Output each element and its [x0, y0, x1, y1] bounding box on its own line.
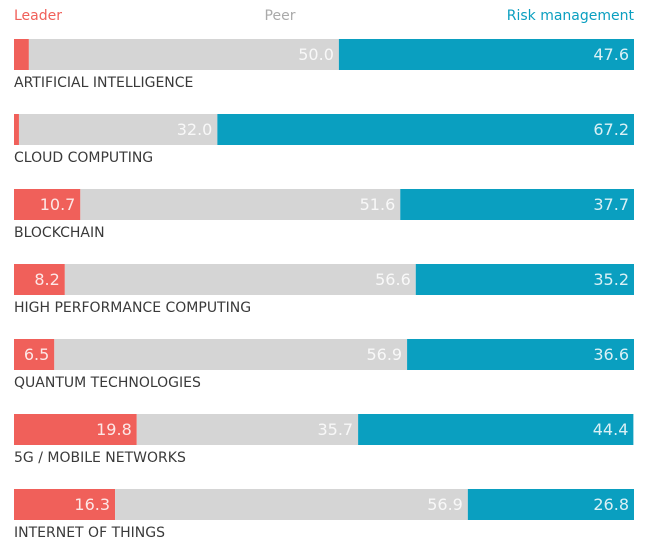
bar-segment	[18, 114, 218, 145]
value-label: 6.5	[24, 345, 49, 364]
category-label: 5G / MOBILE NETWORKS	[14, 450, 186, 466]
bar-segment	[54, 339, 408, 370]
bar-segment	[14, 414, 137, 445]
value-label: 26.8	[593, 495, 629, 514]
value-label: 56.6	[375, 270, 411, 289]
category-label: CLOUD COMPUTING	[14, 150, 153, 166]
bar-segment	[115, 489, 468, 520]
bar-segment	[14, 114, 19, 145]
bar-segment	[136, 414, 359, 445]
value-label: 56.9	[366, 345, 402, 364]
bar-segment	[415, 264, 634, 295]
category-label: BLOCKCHAIN	[14, 225, 105, 241]
value-label: 67.2	[593, 120, 629, 139]
bar-segment	[14, 339, 55, 370]
value-label: 47.6	[593, 45, 629, 64]
bar-segment	[407, 339, 634, 370]
value-label: 35.2	[593, 270, 629, 289]
value-label: 32.0	[177, 120, 213, 139]
value-label: 51.6	[360, 195, 396, 214]
category-label: ARTIFICIAL INTELLIGENCE	[14, 75, 193, 91]
category-label: HIGH PERFORMANCE COMPUTING	[14, 300, 251, 316]
value-label: 50.0	[298, 45, 334, 64]
legend-label: Risk management	[507, 8, 635, 24]
category-label: QUANTUM TECHNOLOGIES	[14, 375, 201, 391]
value-label: 36.6	[593, 345, 629, 364]
bar-segment	[80, 189, 401, 220]
value-label: 56.9	[427, 495, 463, 514]
value-label: 44.4	[593, 420, 629, 439]
value-label: 8.2	[34, 270, 59, 289]
bar-segment	[14, 489, 116, 520]
bar-segment	[358, 414, 634, 445]
value-label: 19.8	[96, 420, 132, 439]
bar-segment	[14, 264, 65, 295]
bar-segment	[217, 114, 635, 145]
value-label: 16.3	[74, 495, 110, 514]
value-label: 35.7	[317, 420, 353, 439]
bar-segment	[14, 39, 29, 70]
bar-segment	[14, 189, 81, 220]
legend-label: Leader	[14, 8, 62, 24]
bar-segment	[64, 264, 416, 295]
bar-segment	[467, 489, 634, 520]
legend-label: Peer	[265, 8, 296, 24]
bar-segment	[28, 39, 339, 70]
category-label: INTERNET OF THINGS	[14, 525, 165, 540]
bar-segment	[338, 39, 634, 70]
bar-segment	[400, 189, 634, 220]
value-label: 37.7	[593, 195, 629, 214]
value-label: 10.7	[40, 195, 76, 214]
